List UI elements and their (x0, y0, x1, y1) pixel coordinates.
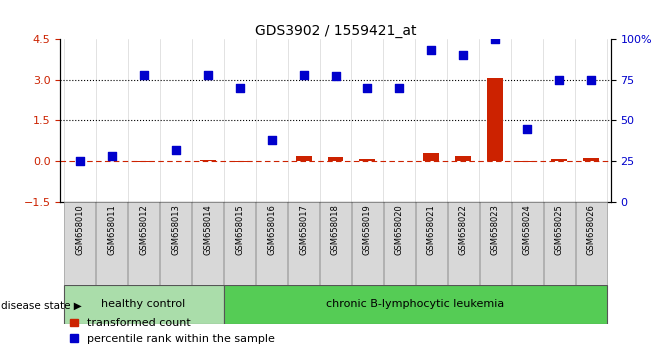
Text: GSM658010: GSM658010 (75, 204, 84, 255)
Text: GSM658013: GSM658013 (171, 204, 180, 255)
FancyBboxPatch shape (512, 202, 543, 285)
FancyBboxPatch shape (384, 202, 415, 285)
FancyBboxPatch shape (223, 285, 607, 324)
FancyBboxPatch shape (320, 202, 351, 285)
Point (74, 158, 85, 164)
Text: GSM658021: GSM658021 (427, 204, 436, 255)
Text: GSM658025: GSM658025 (555, 204, 564, 255)
Bar (231, 161, 248, 162)
Point (298, 72, 309, 78)
Bar (583, 158, 599, 161)
Text: GSM658026: GSM658026 (587, 204, 596, 255)
Title: GDS3902 / 1559421_at: GDS3902 / 1559421_at (255, 24, 416, 38)
Point (490, 36, 501, 42)
Point (266, 137, 277, 143)
Point (234, 85, 245, 91)
Text: GSM658022: GSM658022 (459, 204, 468, 255)
Text: GSM658017: GSM658017 (299, 204, 308, 255)
Bar (327, 157, 344, 161)
Text: GSM658020: GSM658020 (395, 204, 404, 255)
FancyBboxPatch shape (64, 202, 95, 285)
Bar (360, 159, 376, 161)
Bar (423, 154, 440, 161)
Point (522, 126, 533, 131)
Point (554, 77, 565, 82)
Bar (136, 161, 152, 162)
FancyBboxPatch shape (64, 285, 223, 324)
Bar (519, 161, 535, 162)
Text: GSM658011: GSM658011 (107, 204, 116, 255)
Text: GSM658014: GSM658014 (203, 204, 212, 255)
FancyBboxPatch shape (224, 202, 255, 285)
Point (362, 85, 373, 91)
Point (458, 52, 469, 58)
Bar (295, 156, 311, 161)
FancyBboxPatch shape (352, 202, 383, 285)
Text: disease state ▶: disease state ▶ (1, 301, 82, 311)
FancyBboxPatch shape (192, 202, 223, 285)
FancyBboxPatch shape (160, 202, 191, 285)
Point (394, 85, 405, 91)
Bar (199, 160, 215, 161)
FancyBboxPatch shape (128, 202, 159, 285)
Legend: transformed count, percentile rank within the sample: transformed count, percentile rank withi… (66, 314, 279, 348)
Text: GSM658015: GSM658015 (235, 204, 244, 255)
Text: GSM658018: GSM658018 (331, 204, 340, 255)
Point (170, 147, 181, 153)
Text: GSM658023: GSM658023 (491, 204, 500, 255)
Point (138, 72, 149, 78)
Point (106, 153, 117, 159)
Bar (552, 159, 568, 161)
Point (586, 77, 597, 82)
Bar (456, 156, 472, 161)
FancyBboxPatch shape (544, 202, 575, 285)
FancyBboxPatch shape (480, 202, 511, 285)
Point (426, 47, 437, 53)
FancyBboxPatch shape (288, 202, 319, 285)
Text: GSM658024: GSM658024 (523, 204, 532, 255)
Text: GSM658016: GSM658016 (267, 204, 276, 255)
Text: GSM658019: GSM658019 (363, 204, 372, 255)
FancyBboxPatch shape (416, 202, 447, 285)
FancyBboxPatch shape (576, 202, 607, 285)
Text: GSM658012: GSM658012 (139, 204, 148, 255)
Text: healthy control: healthy control (101, 299, 186, 309)
FancyBboxPatch shape (256, 202, 287, 285)
Bar (487, 78, 503, 161)
FancyBboxPatch shape (448, 202, 479, 285)
Point (202, 72, 213, 78)
FancyBboxPatch shape (96, 202, 127, 285)
Point (330, 74, 341, 79)
Text: chronic B-lymphocytic leukemia: chronic B-lymphocytic leukemia (326, 299, 505, 309)
